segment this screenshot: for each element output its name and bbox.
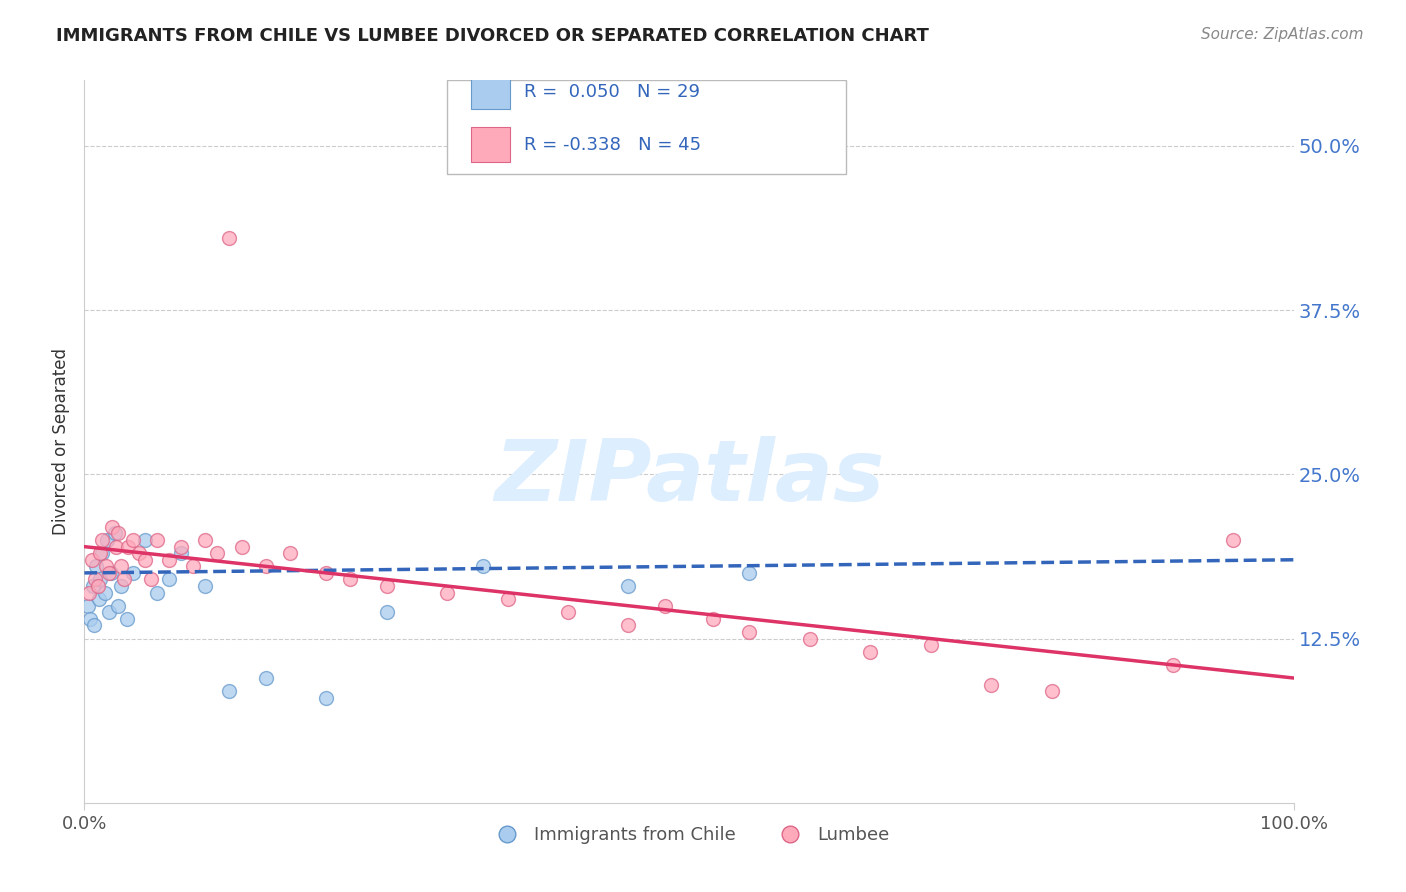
Point	[94, 585, 117, 599]
Point	[472, 559, 495, 574]
FancyBboxPatch shape	[471, 75, 510, 109]
Point	[496, 592, 519, 607]
Point	[254, 671, 277, 685]
Point	[86, 579, 108, 593]
Point	[170, 546, 193, 560]
Point	[146, 533, 169, 547]
Point	[1222, 533, 1244, 547]
Point	[194, 579, 217, 593]
Point	[91, 533, 114, 547]
Text: IMMIGRANTS FROM CHILE VS LUMBEE DIVORCED OR SEPARATED CORRELATION CHART: IMMIGRANTS FROM CHILE VS LUMBEE DIVORCED…	[56, 27, 929, 45]
Point	[315, 566, 337, 580]
Point	[104, 540, 127, 554]
Point	[654, 599, 676, 613]
Point	[100, 566, 122, 580]
Point	[97, 566, 120, 580]
Point	[254, 559, 277, 574]
Point	[77, 599, 100, 613]
FancyBboxPatch shape	[447, 80, 846, 174]
Point	[83, 618, 105, 632]
Point	[121, 566, 143, 580]
FancyBboxPatch shape	[471, 128, 510, 162]
Point	[375, 579, 398, 593]
Point	[134, 553, 156, 567]
Point	[101, 520, 124, 534]
Point	[110, 559, 132, 574]
Point	[157, 553, 180, 567]
Point	[315, 690, 337, 705]
Text: R =  0.050   N = 29: R = 0.050 N = 29	[524, 83, 700, 101]
Y-axis label: Divorced or Separated: Divorced or Separated	[52, 348, 70, 535]
Point	[80, 553, 103, 567]
Point	[617, 579, 640, 593]
Point	[134, 533, 156, 547]
Point	[799, 632, 821, 646]
Text: Source: ZipAtlas.com: Source: ZipAtlas.com	[1201, 27, 1364, 42]
Point	[97, 605, 120, 619]
Point	[375, 605, 398, 619]
Point	[107, 526, 129, 541]
Point	[231, 540, 253, 554]
Text: ZIPatlas: ZIPatlas	[494, 436, 884, 519]
Point	[436, 585, 458, 599]
Point	[89, 546, 111, 560]
Point	[1040, 684, 1063, 698]
Point	[278, 546, 301, 560]
Legend: Immigrants from Chile, Lumbee: Immigrants from Chile, Lumbee	[481, 819, 897, 852]
Point	[94, 559, 117, 574]
Point	[194, 533, 217, 547]
Point	[738, 566, 761, 580]
Point	[77, 585, 100, 599]
Point	[110, 579, 132, 593]
Point	[339, 573, 361, 587]
Point	[980, 677, 1002, 691]
Point	[107, 599, 129, 613]
Point	[87, 592, 110, 607]
Point	[104, 526, 127, 541]
Point	[84, 573, 107, 587]
Point	[82, 579, 104, 593]
Point	[146, 585, 169, 599]
Point	[170, 540, 193, 554]
Point	[89, 573, 111, 587]
Point	[79, 612, 101, 626]
Point	[117, 540, 139, 554]
Point	[218, 684, 240, 698]
Point	[859, 645, 882, 659]
Point	[139, 573, 162, 587]
Point	[1161, 657, 1184, 672]
Point	[86, 559, 108, 574]
Point	[128, 546, 150, 560]
Point	[91, 546, 114, 560]
Point	[181, 559, 204, 574]
Point	[157, 573, 180, 587]
Point	[121, 533, 143, 547]
Point	[617, 618, 640, 632]
Point	[920, 638, 942, 652]
Text: R = -0.338   N = 45: R = -0.338 N = 45	[524, 136, 702, 153]
Point	[96, 533, 118, 547]
Point	[207, 546, 229, 560]
Point	[112, 573, 135, 587]
Point	[115, 612, 138, 626]
Point	[218, 231, 240, 245]
Point	[702, 612, 724, 626]
Point	[738, 625, 761, 640]
Point	[557, 605, 579, 619]
